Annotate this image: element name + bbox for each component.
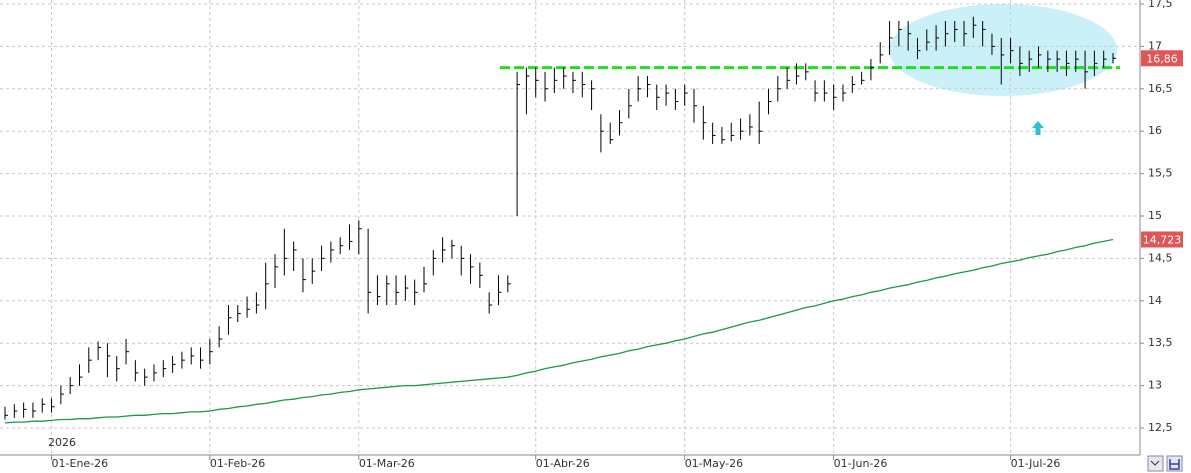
highlight-ellipse — [889, 4, 1117, 96]
x-tick-label: 01-Mar-26 — [359, 457, 415, 470]
value-tag-label: 16,86 — [1146, 52, 1178, 65]
value-tag-label: 14,723 — [1143, 233, 1182, 246]
zoom-icon — [1150, 460, 1160, 466]
y-tick-label: 13,5 — [1148, 336, 1173, 349]
value-tag — [1141, 50, 1183, 67]
y-tick-label: 12,5 — [1148, 421, 1173, 434]
x-tick-label: 01-May-26 — [685, 457, 743, 470]
x-tick-label: 01-Abr-26 — [536, 457, 590, 470]
y-tick-label: 14 — [1148, 294, 1162, 307]
y-tick-label: 14,5 — [1148, 251, 1173, 264]
y-tick-label: 15 — [1148, 209, 1162, 222]
year-label: 2026 — [48, 436, 76, 449]
plot — [4, 16, 1120, 424]
grid — [0, 0, 1140, 455]
arrow-icon — [1032, 121, 1044, 135]
moving-average — [4, 238, 1114, 424]
value-tag — [1141, 231, 1183, 248]
y-tick-label: 13 — [1148, 379, 1162, 392]
save-icon — [1169, 459, 1180, 470]
y-tick-label: 17,5 — [1148, 0, 1173, 10]
y-tick-label: 15,5 — [1148, 167, 1173, 180]
x-tick-label: 01-Jun-26 — [834, 457, 888, 470]
y-tick-label: 16 — [1148, 124, 1162, 137]
x-tick-label: 01-Ene-26 — [52, 457, 109, 470]
zoom-button[interactable] — [1147, 455, 1164, 472]
axes: 12,5 13 13,5 14 14,5 15 15,5 16 16,5 17 17,5 01-Ene… — [51, 0, 1183, 470]
y-tick-label: 17 — [1148, 39, 1162, 52]
x-tick-label: 01-Jul-26 — [1011, 457, 1061, 470]
y-tick-label: 16,5 — [1148, 82, 1173, 95]
x-tick-label: 01-Feb-26 — [210, 457, 265, 470]
